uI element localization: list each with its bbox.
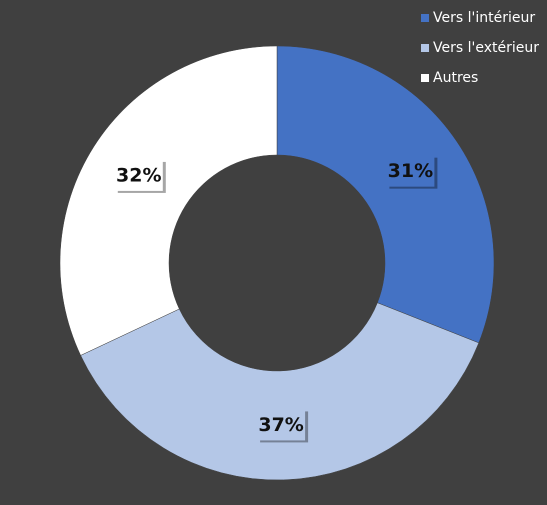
label-box (386, 155, 435, 187)
legend-swatch (421, 74, 429, 82)
donut-slice (80, 302, 480, 481)
label-box (114, 159, 163, 191)
label-box (257, 409, 306, 441)
legend-label: Vers l'extérieur (433, 40, 539, 56)
legend-swatch (421, 14, 429, 22)
legend-swatch (421, 44, 429, 52)
data-label: 37% (258, 414, 303, 436)
donut-slice (59, 45, 278, 356)
data-label: 31% (388, 160, 433, 182)
legend-label: Autres (433, 70, 478, 86)
legend-label: Vers l'intérieur (433, 10, 535, 26)
donut-slice (276, 45, 495, 344)
data-label: 32% (116, 164, 161, 186)
